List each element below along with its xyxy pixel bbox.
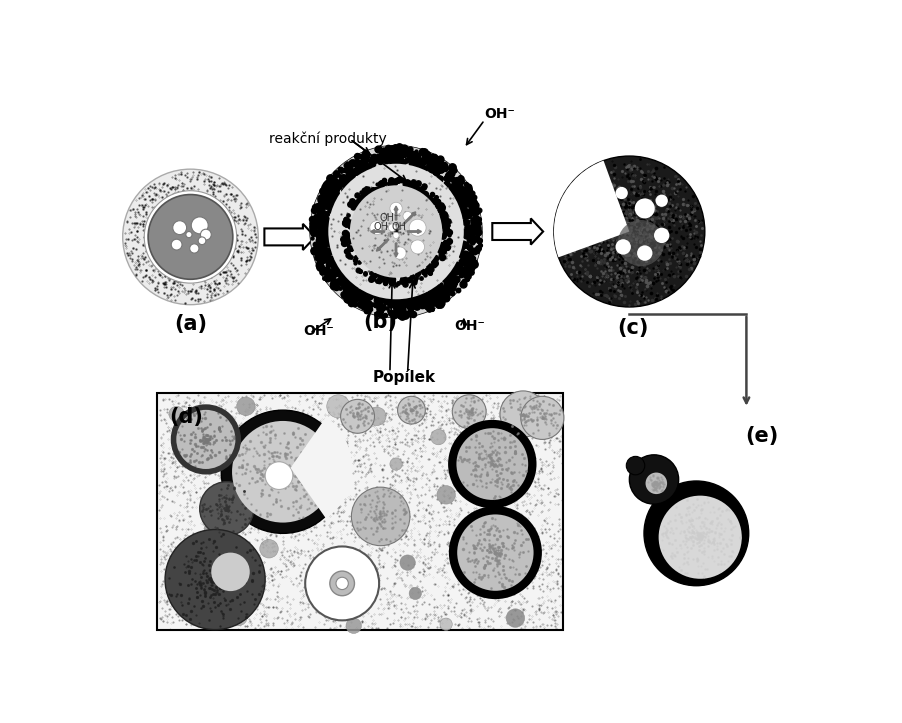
Circle shape: [452, 424, 532, 504]
Text: (b): (b): [364, 312, 398, 333]
Circle shape: [169, 406, 184, 422]
Circle shape: [394, 247, 406, 260]
FancyArrow shape: [264, 224, 315, 250]
Text: OH⁻: OH⁻: [484, 106, 515, 121]
Circle shape: [646, 473, 667, 494]
Circle shape: [236, 456, 248, 469]
Text: OH: OH: [373, 222, 388, 232]
Wedge shape: [554, 161, 630, 257]
Circle shape: [315, 463, 331, 478]
Text: OH⁻: OH⁻: [304, 325, 335, 338]
Circle shape: [390, 458, 402, 470]
Text: (d): (d): [169, 407, 203, 427]
Circle shape: [367, 407, 386, 426]
Circle shape: [186, 231, 192, 238]
Circle shape: [410, 587, 421, 599]
FancyArrow shape: [492, 218, 543, 244]
Circle shape: [618, 220, 664, 266]
FancyArrow shape: [376, 239, 389, 251]
FancyArrow shape: [403, 212, 416, 224]
Circle shape: [198, 237, 206, 244]
Circle shape: [336, 577, 348, 589]
Circle shape: [327, 395, 350, 418]
Circle shape: [350, 185, 442, 278]
Circle shape: [615, 187, 628, 199]
Circle shape: [346, 618, 362, 633]
Circle shape: [191, 217, 208, 234]
Bar: [157, 393, 563, 630]
Circle shape: [211, 552, 250, 591]
Circle shape: [410, 219, 426, 236]
Circle shape: [452, 395, 486, 429]
Circle shape: [440, 618, 452, 630]
Circle shape: [431, 429, 446, 445]
Circle shape: [554, 156, 704, 307]
Circle shape: [144, 191, 236, 283]
Circle shape: [370, 221, 383, 234]
Circle shape: [456, 527, 467, 539]
Text: (c): (c): [618, 318, 649, 338]
Circle shape: [637, 245, 652, 261]
Circle shape: [410, 240, 425, 254]
Circle shape: [644, 481, 749, 586]
Circle shape: [173, 407, 238, 472]
Circle shape: [403, 212, 412, 221]
Text: reakční produkty: reakční produkty: [270, 132, 387, 146]
Wedge shape: [290, 417, 352, 518]
Circle shape: [173, 221, 187, 234]
Circle shape: [330, 571, 354, 596]
Circle shape: [626, 456, 645, 475]
Circle shape: [506, 609, 525, 628]
Circle shape: [398, 396, 426, 424]
Circle shape: [309, 145, 483, 318]
Circle shape: [615, 239, 630, 254]
Circle shape: [236, 397, 255, 416]
FancyArrow shape: [371, 230, 384, 234]
Circle shape: [199, 482, 253, 536]
Circle shape: [301, 416, 314, 428]
Circle shape: [500, 391, 547, 437]
FancyArrow shape: [394, 206, 398, 220]
Circle shape: [437, 486, 456, 504]
FancyArrow shape: [408, 230, 421, 234]
Circle shape: [305, 547, 379, 620]
Circle shape: [265, 462, 293, 489]
Text: Popílek: Popílek: [373, 369, 436, 385]
Circle shape: [453, 510, 538, 595]
Text: OH⁻: OH⁻: [380, 213, 400, 223]
Circle shape: [229, 607, 247, 626]
Circle shape: [473, 574, 496, 597]
Circle shape: [148, 194, 233, 279]
Circle shape: [520, 396, 564, 440]
Text: (e): (e): [745, 426, 778, 445]
Text: (a): (a): [174, 314, 207, 334]
Circle shape: [341, 399, 374, 433]
Circle shape: [205, 518, 226, 540]
Circle shape: [123, 169, 258, 304]
Circle shape: [189, 244, 199, 253]
Circle shape: [390, 202, 402, 215]
Circle shape: [389, 224, 396, 231]
Circle shape: [658, 496, 741, 579]
FancyArrow shape: [394, 243, 398, 257]
Circle shape: [393, 232, 399, 239]
Text: OH: OH: [391, 222, 407, 232]
Circle shape: [260, 539, 278, 558]
Circle shape: [656, 194, 667, 207]
Circle shape: [221, 410, 345, 534]
Circle shape: [654, 228, 669, 243]
Circle shape: [165, 529, 265, 630]
Circle shape: [171, 239, 182, 250]
Circle shape: [400, 555, 415, 570]
Circle shape: [200, 229, 211, 240]
Circle shape: [232, 421, 334, 523]
Circle shape: [352, 487, 410, 546]
Circle shape: [328, 164, 464, 299]
Circle shape: [635, 198, 655, 218]
Circle shape: [630, 455, 678, 504]
Text: OH⁻: OH⁻: [454, 319, 484, 333]
